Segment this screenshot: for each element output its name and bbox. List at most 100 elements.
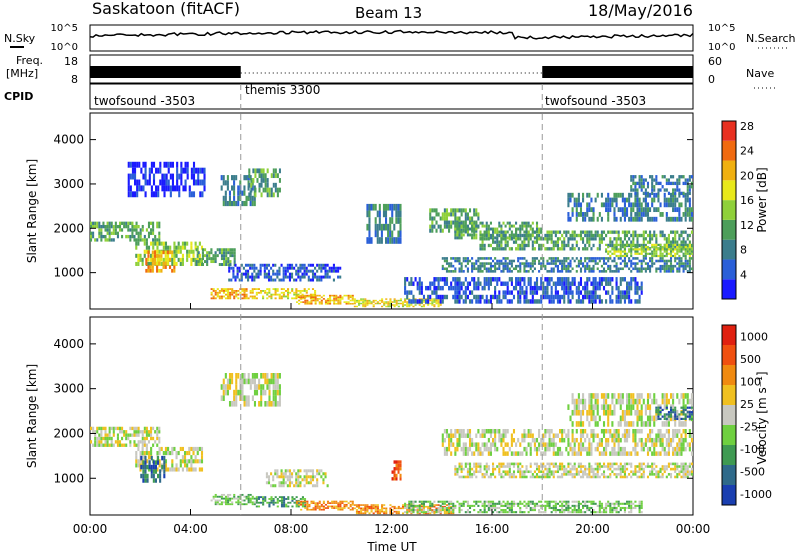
power-cell	[615, 247, 618, 251]
velocity-cell	[188, 467, 191, 472]
power-cell	[270, 173, 273, 179]
power-cell	[227, 260, 230, 264]
velocity-cell	[247, 501, 250, 504]
power-cell	[688, 188, 691, 192]
velocity-cell	[559, 467, 562, 471]
velocity-cell	[598, 437, 601, 443]
velocity-cell	[160, 446, 163, 452]
power-cell	[328, 275, 331, 279]
power-cell	[286, 263, 289, 267]
power-cell	[90, 231, 93, 235]
velocity-cell	[355, 509, 358, 511]
velocity-cell	[376, 504, 379, 506]
power-cell	[345, 294, 348, 297]
power-cell	[180, 173, 183, 180]
power-cell	[626, 230, 629, 234]
power-cell	[190, 261, 193, 266]
power-cell	[225, 263, 228, 266]
power-ylabel: Slant Range [km]	[25, 159, 39, 263]
power-cell	[559, 277, 562, 282]
power-cell	[147, 257, 150, 262]
power-cell	[678, 237, 681, 241]
power-cell	[201, 167, 204, 174]
power-cell	[682, 254, 685, 258]
power-cell	[159, 179, 162, 186]
velocity-cell	[243, 400, 246, 407]
power-cell	[644, 197, 647, 203]
velocity-cell	[471, 437, 474, 443]
power-cell	[525, 237, 528, 241]
power-cell	[665, 188, 668, 192]
velocity-cell	[445, 512, 449, 515]
power-cell	[239, 291, 242, 294]
velocity-cell	[477, 470, 480, 474]
velocity-cell	[590, 442, 593, 447]
power-cell	[233, 180, 236, 186]
velocity-cell	[504, 433, 507, 438]
power-cell	[220, 248, 224, 252]
power-cell	[303, 288, 306, 291]
power-cell	[672, 248, 675, 251]
power-cell	[617, 237, 620, 241]
velocity-cell	[353, 504, 356, 506]
power-cell	[535, 277, 539, 282]
power-cell	[110, 231, 113, 235]
power-cell	[487, 243, 490, 248]
power-cell	[145, 228, 148, 232]
velocity-cell	[156, 451, 159, 456]
power-cell	[684, 262, 687, 265]
power-cell	[508, 267, 511, 271]
power-cell	[458, 257, 461, 260]
velocity-cell	[588, 451, 591, 456]
power-cell	[320, 301, 323, 303]
velocity-cell	[370, 504, 373, 506]
velocity-cell	[466, 433, 469, 438]
power-cell	[295, 290, 298, 292]
velocity-cell	[676, 428, 679, 434]
power-cell	[272, 263, 275, 267]
power-cell	[311, 278, 315, 282]
power-cell	[678, 178, 681, 182]
velocity-cell	[615, 462, 618, 466]
velocity-cell	[475, 465, 478, 468]
velocity-cell	[345, 500, 348, 503]
power-cell	[523, 290, 526, 295]
power-cell	[272, 272, 275, 276]
power-cell	[590, 281, 593, 286]
power-cell	[152, 179, 156, 186]
velocity-cell	[594, 475, 597, 479]
power-cell	[303, 290, 306, 292]
power-cell	[253, 263, 256, 267]
velocity-cell	[229, 493, 232, 496]
velocity-cell	[161, 464, 164, 470]
power-cell	[483, 285, 486, 291]
power-cell	[617, 230, 620, 234]
velocity-cell	[529, 428, 532, 434]
velocity-cell	[690, 451, 693, 456]
power-cell	[483, 230, 486, 234]
power-cell	[630, 264, 633, 268]
power-cell	[586, 202, 589, 208]
power-cell	[282, 269, 285, 273]
power-cell	[521, 221, 524, 225]
power-cell	[272, 269, 275, 273]
velocity-cell	[510, 475, 513, 479]
power-cell	[278, 178, 281, 183]
power-cell	[475, 285, 478, 291]
velocity-cell	[600, 451, 603, 456]
power-cell	[464, 277, 467, 282]
power-cell	[228, 195, 231, 201]
power-cell	[171, 268, 174, 273]
velocity-cell	[588, 467, 591, 471]
velocity-cell	[561, 465, 564, 468]
power-cell	[220, 263, 224, 266]
power-cell	[515, 233, 518, 238]
power-cell	[640, 202, 643, 208]
power-cell	[253, 295, 256, 298]
power-cell	[588, 290, 591, 295]
power-cell	[533, 290, 536, 295]
velocity-cell	[370, 507, 373, 510]
power-cell	[686, 270, 689, 273]
velocity-cell	[293, 501, 296, 504]
power-cell	[565, 259, 568, 263]
